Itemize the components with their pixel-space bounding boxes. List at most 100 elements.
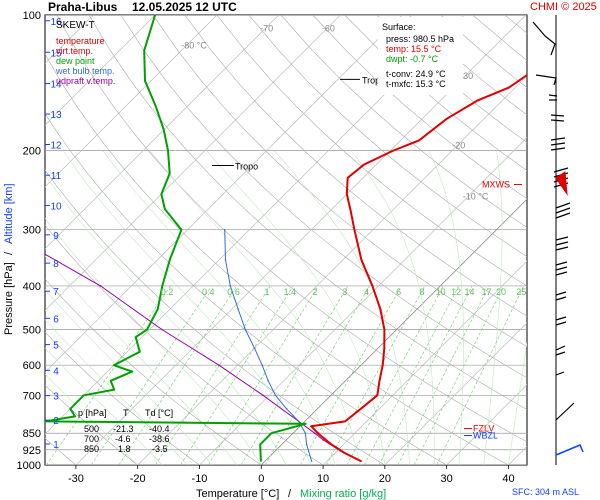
temperature-tick-label: -20: [130, 473, 146, 485]
isotherm: [45, 15, 156, 126]
mixing-ratio-label: 1: [264, 287, 269, 297]
table-cell: 500: [84, 424, 99, 434]
table-cell: 700: [84, 434, 99, 444]
wind-barb: [555, 202, 571, 219]
dewpoint-line-point: [270, 432, 273, 435]
dewpoint-line-point: [260, 460, 262, 462]
tropopause-label: Tropo: [235, 162, 258, 172]
wind-barb: [555, 371, 565, 376]
dewpoint-line-point: [113, 364, 115, 366]
chart-name: SKEW-T: [56, 20, 95, 31]
altitude-tick-label: 2: [53, 416, 59, 427]
dewpoint-line-point: [138, 350, 141, 353]
wet-bulb-line-point: [297, 420, 300, 423]
legend-dew-point: dew point: [56, 56, 95, 66]
altitude-tick-label: 15: [50, 48, 62, 59]
isotherm: [45, 15, 341, 312]
mixing-ratio-line: [180, 285, 294, 465]
surface-title: Surface:: [382, 22, 416, 32]
isotherm: [322, 260, 527, 465]
temperature-line-point: [418, 139, 420, 142]
isotherm: [137, 75, 527, 465]
moist-adiabat: [45, 373, 138, 465]
temperature-tick-label: -10: [192, 473, 208, 485]
wet-bulb-line-point: [267, 380, 270, 382]
mixing-ratio-label: 0.4: [202, 287, 215, 297]
dry-adiabat: [120, 15, 527, 379]
wind-barb: [532, 21, 556, 56]
xlabel-separator: /: [288, 488, 292, 500]
isotherm: [45, 15, 279, 250]
dewpoint-line-point: [169, 259, 171, 261]
wind-barb: [555, 291, 567, 301]
temperature-line-point: [383, 347, 386, 349]
temperature-line-point: [383, 328, 386, 331]
wet-bulb-line-point: [285, 407, 288, 410]
dewpoint-line-point: [155, 106, 157, 108]
table-header-t: T: [123, 408, 129, 418]
mixing-ratio-line: [346, 285, 444, 465]
table-cell: -4.6: [115, 434, 131, 444]
altitude-tick-label: 6: [53, 314, 59, 325]
temperature-tick-label: 30: [441, 473, 453, 485]
temperature-line-point: [353, 228, 356, 231]
altitude-tick-label: 3: [53, 392, 59, 403]
altitude-tick-label: 14: [50, 80, 62, 91]
moist-adiabat: [45, 347, 163, 465]
tropopause-label: Trop: [362, 75, 380, 85]
mixing-ratio-label: 6: [396, 287, 401, 297]
temperature-line-point: [316, 432, 319, 435]
legend-virt-temp: virt.temp.: [56, 46, 93, 56]
dewpoint-line-point: [109, 380, 112, 382]
dry-adiabat: [45, 384, 138, 465]
isotherm-label: -60: [322, 24, 335, 34]
moist-adiabat: [45, 319, 188, 465]
updraft-line: [45, 253, 362, 462]
dry-adiabat: [45, 169, 386, 465]
dry-adiabat: [88, 15, 527, 410]
wind-barb: [550, 137, 566, 151]
isotherm: [446, 384, 527, 465]
wet-bulb-line-point: [274, 394, 277, 397]
mixing-ratio-label: 0.2: [161, 287, 174, 297]
profiles-layer: [45, 15, 527, 462]
mixing-ratio-line: [118, 285, 238, 465]
dewpoint-line-point: [131, 370, 134, 373]
moist-adiabat: [428, 150, 464, 465]
dewpoint-line-point: [69, 407, 72, 410]
wet-bulb-line-point: [229, 285, 232, 287]
isotherm: [261, 198, 527, 465]
moist-adiabat: [102, 150, 336, 465]
wet-bulb-line-point: [305, 443, 308, 446]
legend-wet-bulb: wet bulb temp.: [55, 66, 115, 76]
table-header-td: Td [°C]: [145, 408, 173, 418]
temperature-line-point: [310, 425, 312, 428]
altitude-tick-label: 16: [50, 17, 62, 28]
dewpoint-line-point: [134, 336, 137, 339]
ylabel-altitude: Altitude [km]: [3, 183, 15, 244]
wind-barbs: [532, 15, 584, 465]
mixing-ratio-label: 2: [313, 287, 318, 297]
mxws-label: MXWS: [482, 179, 510, 189]
dewpoint-line-point: [161, 285, 164, 287]
dewpoint-line-point: [83, 394, 85, 397]
mixing-ratio-line: [363, 285, 460, 465]
surface-box: Surface: press: 980.5 hPa temp: 15.5 °C …: [378, 17, 463, 95]
temperature-line-point: [446, 117, 448, 120]
updraft-line-point: [262, 394, 264, 397]
dry-adiabat: [45, 278, 262, 465]
altitude-tick-label: 8: [53, 259, 59, 270]
wind-barb: [555, 261, 568, 276]
pressure-tick-label: 925: [23, 445, 41, 457]
wbzl-label: WBZL: [473, 431, 498, 441]
dewpoint-line-point: [45, 420, 47, 423]
temperature-line-point: [363, 163, 365, 166]
wet-bulb-line-point: [223, 228, 226, 231]
mixing-ratio-label: 25: [516, 287, 526, 297]
temperature-line-point: [360, 460, 362, 462]
table-cell: -3.5: [152, 444, 168, 454]
isotherm: [199, 136, 527, 465]
wet-bulb-line-point: [244, 328, 247, 331]
temperature-tick-label: 20: [379, 473, 391, 485]
table-cell: -38.6: [149, 434, 170, 444]
